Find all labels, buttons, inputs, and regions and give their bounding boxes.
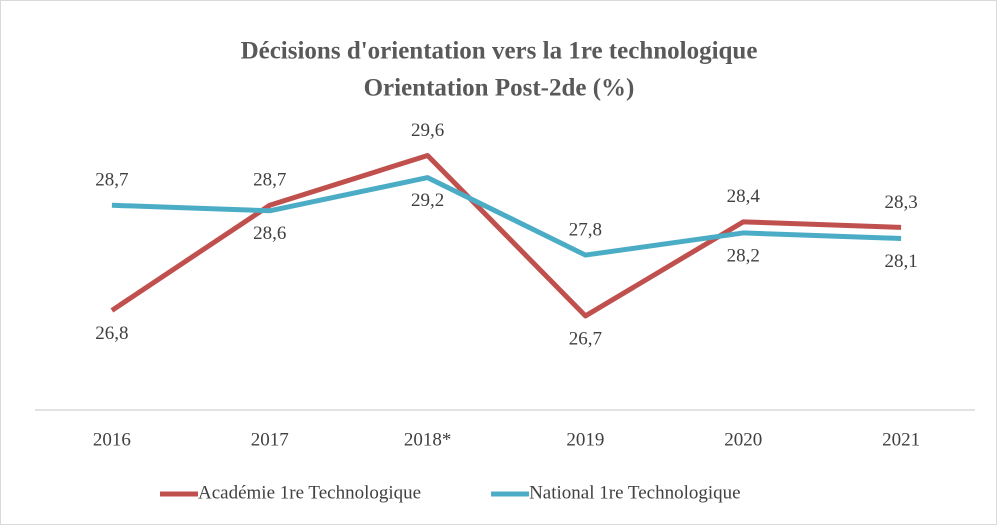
chart-title: Décisions d'orientation vers la 1re tech… — [241, 38, 758, 65]
data-label: 26,8 — [95, 323, 128, 344]
x-tick-label: 2020 — [724, 429, 762, 450]
x-tick-label: 2019 — [566, 429, 604, 450]
chart-subtitle: Orientation Post-2de (%) — [364, 75, 635, 102]
data-label: 26,7 — [569, 328, 602, 349]
data-label: 28,4 — [727, 186, 761, 207]
x-tick-label: 2016 — [93, 429, 131, 450]
series-line — [110, 152, 902, 319]
legend-label: National 1re Technologique — [529, 482, 740, 503]
data-label: 29,6 — [411, 120, 444, 141]
x-tick-label: 2017 — [251, 429, 289, 450]
data-label: 28,3 — [884, 192, 917, 213]
data-label: 28,1 — [884, 251, 917, 272]
legend-label: Académie 1re Technologique — [198, 482, 421, 503]
series-line — [111, 175, 902, 258]
data-label: 29,2 — [411, 190, 444, 211]
data-label: 28,2 — [727, 245, 760, 266]
data-label: 28,6 — [253, 223, 286, 244]
data-label: 27,8 — [569, 219, 602, 240]
x-tick-label: 2021 — [882, 429, 920, 450]
data-label: 28,7 — [253, 170, 286, 191]
x-tick-label: 2018* — [404, 429, 452, 450]
data-label: 28,7 — [95, 170, 128, 191]
